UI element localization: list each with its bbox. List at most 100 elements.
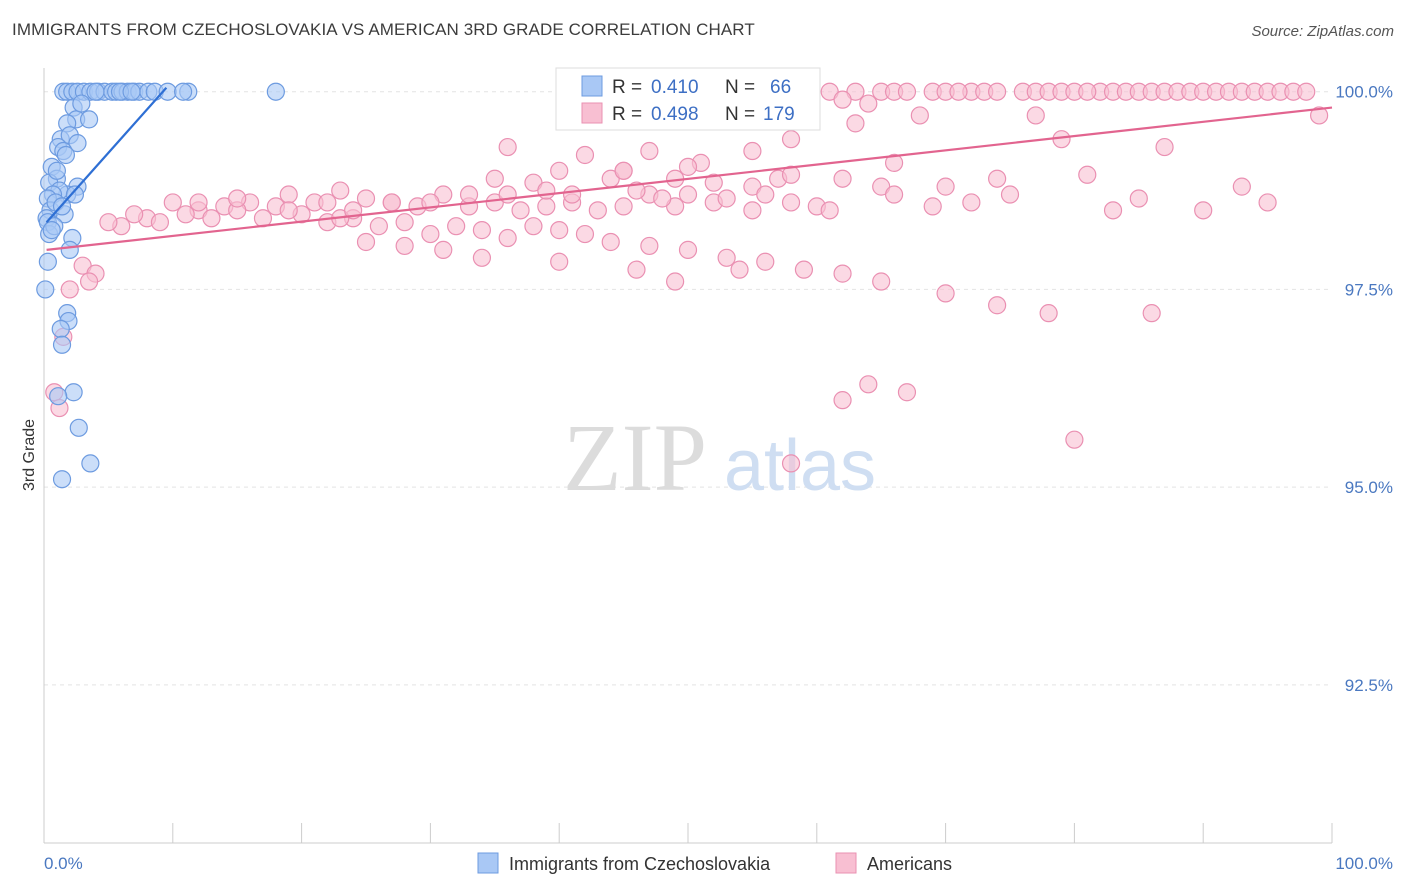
legend-n-label-czechoslovakia: N = — [725, 77, 755, 98]
americans-point-67 — [163, 193, 182, 212]
americans-point-114 — [794, 260, 814, 279]
americans-point-45 — [1155, 137, 1174, 157]
y-tick-label-0: 92.5% — [1345, 676, 1393, 695]
series-czechoslovakia-points — [36, 82, 285, 489]
americans-point-74 — [331, 181, 350, 200]
y-tick-label-2: 97.5% — [1345, 280, 1393, 299]
americans-point-129 — [833, 391, 852, 410]
czechoslovakia-point-62 — [47, 161, 66, 180]
americans-point-167 — [1129, 189, 1148, 208]
americans-point-158 — [717, 189, 736, 208]
americans-point-156 — [653, 189, 672, 208]
americans-point-100 — [369, 217, 388, 236]
americans-point-143 — [99, 213, 118, 232]
czechoslovakia-point-61 — [122, 82, 141, 101]
czechoslovakia-point-44 — [60, 240, 79, 259]
americans-point-172 — [678, 157, 698, 176]
top-legend: R = 0.410 N = 66 R = 0.498 N = 179 — [555, 67, 821, 131]
y-tick-label-1: 95.0% — [1345, 478, 1393, 497]
americans-point-154 — [562, 185, 582, 204]
legend-r-value-americans: 0.498 — [651, 104, 699, 125]
americans-point-159 — [756, 185, 775, 204]
americans-point-116 — [872, 272, 891, 291]
legend-swatch-czechoslovakia — [581, 75, 603, 97]
americans-point-109 — [601, 232, 620, 252]
americans-point-155 — [627, 181, 646, 200]
americans-point-139 — [434, 240, 453, 259]
americans-point-160 — [781, 193, 801, 212]
americans-point-35 — [949, 82, 968, 101]
americans-point-72 — [279, 185, 298, 204]
americans-point-104 — [472, 221, 492, 240]
americans-point-38 — [859, 94, 878, 113]
americans-point-164 — [962, 193, 981, 212]
americans-point-89 — [743, 201, 762, 220]
americans-point-127 — [859, 375, 878, 394]
americans-point-173 — [781, 165, 801, 184]
americans-point-168 — [1194, 201, 1213, 220]
americans-point-128 — [897, 383, 917, 402]
americans-point-66 — [1232, 177, 1251, 196]
americans-point-36 — [1078, 82, 1097, 101]
americans-point-123 — [60, 280, 79, 299]
americans-point-75 — [356, 189, 376, 208]
americans-point-94 — [202, 209, 221, 228]
americans-point-112 — [717, 248, 736, 267]
americans-point-48 — [640, 141, 659, 161]
x-tick-label-max: 100.0% — [1335, 854, 1393, 873]
americans-point-113 — [756, 252, 775, 271]
czechoslovakia-point-53 — [69, 418, 88, 437]
americans-point-138 — [356, 232, 376, 252]
americans-point-29 — [1297, 82, 1316, 101]
americans-point-34 — [897, 82, 917, 101]
americans-point-41 — [1026, 106, 1045, 125]
watermark: ZIP atlas — [563, 404, 876, 511]
americans-point-174 — [884, 153, 904, 172]
americans-point-157 — [678, 185, 698, 204]
czechoslovakia-point-54 — [81, 454, 100, 473]
americans-point-144 — [189, 193, 208, 212]
bottom-legend-label-americans: Americans — [867, 854, 952, 874]
americans-point-102 — [421, 224, 440, 244]
americans-point-42 — [846, 114, 865, 133]
y-tick-label-3: 100.0% — [1335, 83, 1393, 102]
americans-point-81 — [511, 201, 530, 220]
czechoslovakia-point-64 — [65, 185, 85, 204]
americans-point-65 — [1078, 165, 1097, 184]
watermark-atlas: atlas — [724, 426, 876, 506]
americans-point-146 — [279, 201, 298, 220]
americans-point-58 — [704, 173, 723, 192]
americans-point-135 — [666, 272, 685, 291]
czechoslovakia-trend-line — [45, 87, 168, 223]
americans-point-165 — [1000, 185, 1020, 204]
americans-point-131 — [781, 454, 801, 473]
americans-point-101 — [395, 213, 414, 232]
bottom-legend-swatch-americans — [835, 852, 857, 874]
chart-title: IMMIGRANTS FROM CZECHOSLOVAKIA VS AMERIC… — [12, 20, 755, 39]
americans-point-119 — [1039, 304, 1058, 323]
czechoslovakia-point-51 — [64, 383, 83, 402]
americans-point-149 — [382, 193, 401, 212]
legend-r-value-czechoslovakia: 0.410 — [651, 77, 699, 98]
czechoslovakia-point-60 — [174, 82, 193, 101]
czechoslovakia-point-50 — [52, 335, 72, 354]
bottom-legend-label-czechoslovakia: Immigrants from Czechoslovakia — [509, 854, 771, 874]
americans-point-151 — [459, 185, 479, 204]
americans-point-40 — [910, 106, 929, 125]
czechoslovakia-point-49 — [51, 319, 70, 339]
x-ticks — [43, 823, 1333, 843]
americans-point-115 — [833, 264, 852, 283]
americans-point-145 — [228, 189, 247, 208]
americans-point-63 — [936, 177, 955, 196]
legend-r-label-americans: R = — [612, 104, 642, 125]
americans-point-117 — [936, 284, 955, 303]
americans-point-49 — [575, 145, 595, 165]
americans-point-50 — [743, 141, 762, 161]
americans-point-46 — [1310, 106, 1329, 125]
czechoslovakia-point-59 — [86, 82, 105, 101]
czechoslovakia-point-45 — [38, 252, 57, 271]
americans-point-110 — [640, 236, 659, 256]
americans-point-133 — [550, 252, 569, 271]
americans-point-132 — [627, 260, 646, 279]
americans-point-61 — [833, 169, 852, 188]
